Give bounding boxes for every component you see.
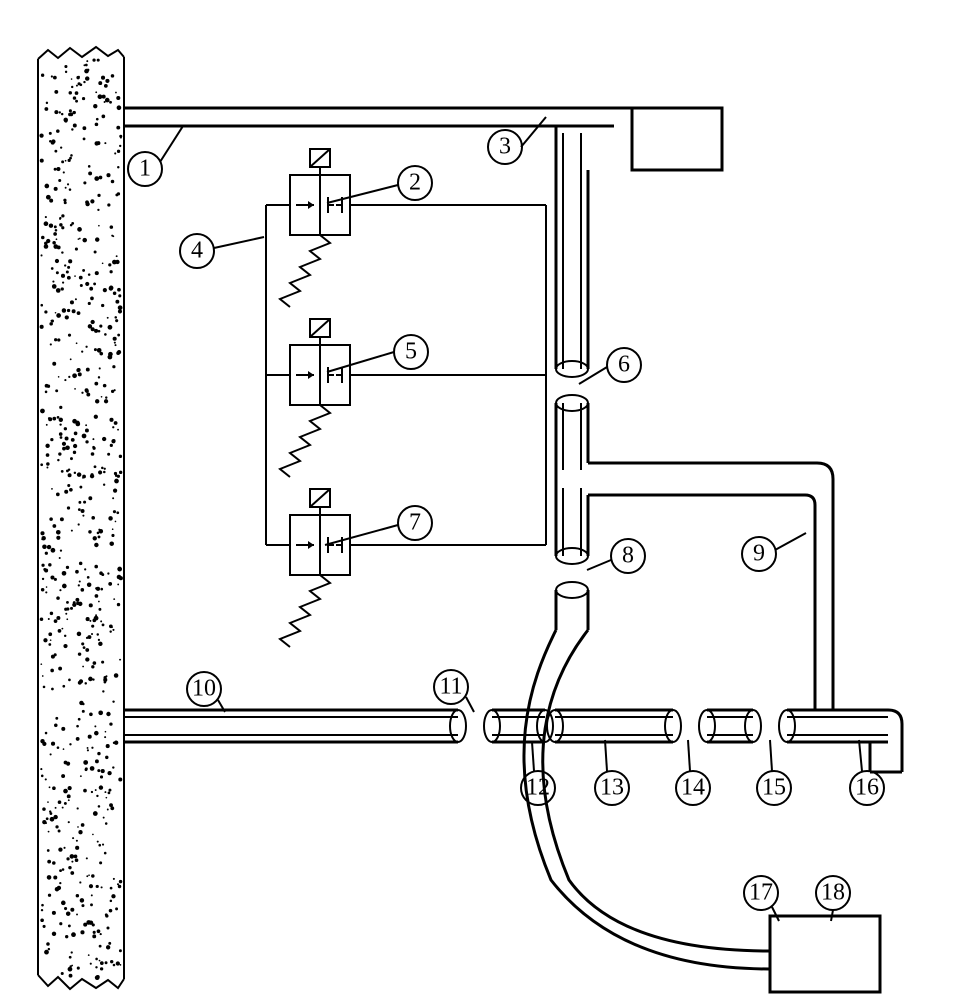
callout-13: 13 xyxy=(595,740,629,805)
svg-text:8: 8 xyxy=(622,543,634,569)
svg-text:17: 17 xyxy=(749,880,773,906)
callout-11: 11 xyxy=(434,670,474,712)
svg-text:5: 5 xyxy=(405,339,417,365)
svg-text:6: 6 xyxy=(618,352,630,378)
callout-4: 4 xyxy=(180,234,264,268)
svg-text:15: 15 xyxy=(762,775,786,801)
callout-3: 3 xyxy=(488,117,546,164)
callout-1: 1 xyxy=(128,126,183,186)
callout-12: 12 xyxy=(521,742,555,805)
svg-text:18: 18 xyxy=(821,880,845,906)
svg-text:11: 11 xyxy=(439,674,462,700)
svg-text:7: 7 xyxy=(409,510,421,536)
callout-8: 8 xyxy=(587,539,645,573)
svg-text:1: 1 xyxy=(139,156,151,182)
svg-text:4: 4 xyxy=(191,238,203,264)
callout-15: 15 xyxy=(757,740,791,805)
callout-10: 10 xyxy=(187,672,225,712)
callout-9: 9 xyxy=(742,533,806,571)
svg-text:9: 9 xyxy=(753,541,765,567)
svg-text:3: 3 xyxy=(499,134,511,160)
callout-17: 17 xyxy=(744,876,779,921)
svg-text:14: 14 xyxy=(681,775,705,801)
callout-18: 18 xyxy=(816,876,850,921)
svg-text:16: 16 xyxy=(855,775,879,801)
svg-text:12: 12 xyxy=(526,775,550,801)
callout-5: 5 xyxy=(327,335,428,372)
svg-text:13: 13 xyxy=(600,775,624,801)
callout-14: 14 xyxy=(676,740,710,805)
svg-text:2: 2 xyxy=(409,170,421,196)
svg-text:10: 10 xyxy=(192,676,216,702)
